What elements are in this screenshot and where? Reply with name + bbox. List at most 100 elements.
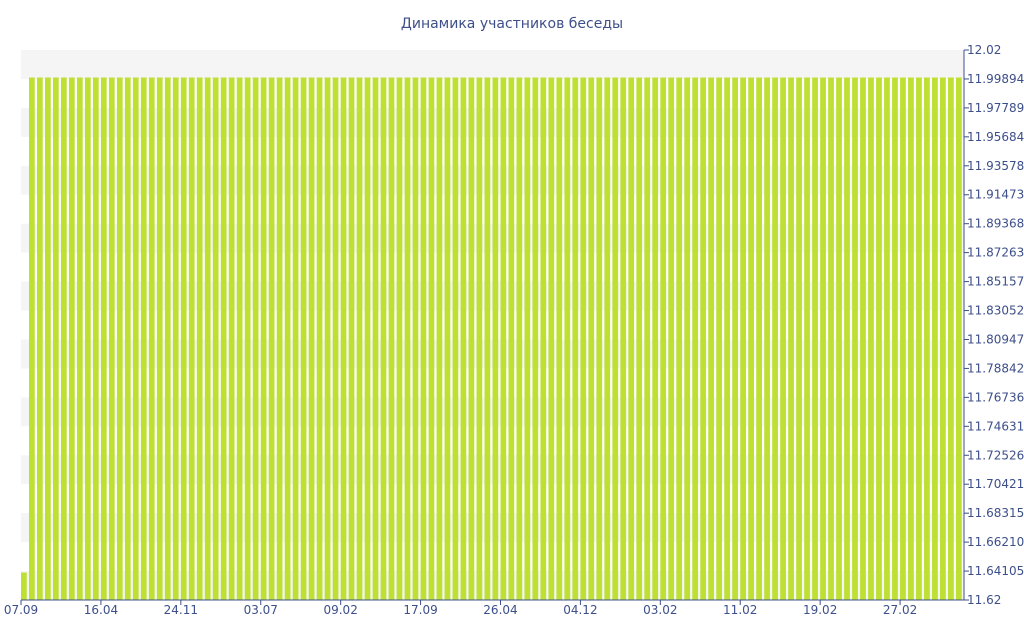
bar: [300, 77, 307, 600]
bar: [564, 77, 571, 600]
bar: [932, 77, 938, 600]
bar: [180, 77, 187, 600]
bar: [844, 77, 850, 600]
bar: [68, 77, 75, 600]
bar: [348, 77, 355, 600]
bar: [892, 77, 898, 600]
bar: [332, 77, 339, 600]
bar: [132, 77, 139, 600]
bar: [236, 77, 243, 600]
x-tick-label: 03.02: [643, 603, 677, 617]
bar: [292, 77, 299, 600]
x-tick-label: 24.11: [164, 603, 198, 617]
bar: [956, 77, 962, 600]
bar: [548, 77, 555, 600]
bar: [596, 77, 603, 600]
bar: [44, 77, 51, 600]
bar: [140, 77, 147, 600]
bar: [228, 77, 235, 600]
x-tick-label: 19.02: [803, 603, 837, 617]
bar: [452, 77, 459, 600]
y-tick-label: 11.91473: [967, 188, 1024, 202]
bar: [532, 77, 539, 600]
bar: [900, 77, 906, 600]
x-tick-label: 11.02: [723, 603, 757, 617]
bar: [940, 77, 946, 600]
y-tick-label: 11.68315: [967, 506, 1024, 520]
bar: [788, 77, 794, 600]
bar: [164, 77, 171, 600]
bar: [428, 77, 435, 600]
bar: [148, 77, 155, 600]
bar: [924, 77, 930, 600]
axes-group: [21, 50, 965, 601]
x-tick-label: 04.12: [563, 603, 597, 617]
bars-group: [21, 77, 962, 600]
bar: [756, 77, 762, 600]
grid-band: [21, 50, 964, 79]
bar: [276, 77, 283, 600]
bar: [812, 77, 818, 600]
bar: [76, 77, 83, 600]
bar: [724, 77, 731, 600]
bar: [444, 77, 451, 600]
bar: [636, 77, 643, 600]
bar: [796, 77, 802, 600]
bar: [212, 77, 219, 600]
bar: [716, 77, 723, 600]
bar: [156, 77, 163, 600]
bar: [28, 77, 35, 600]
bar: [644, 77, 651, 600]
bar: [820, 77, 826, 600]
x-ticks: 07.09 16.04 24.11 03.07 09.02 17.09 26.04 04.12…: [4, 600, 917, 617]
bar: [284, 77, 291, 600]
bar: [764, 77, 770, 600]
bar: [124, 77, 131, 600]
bar: [108, 77, 115, 600]
bar: [740, 77, 746, 600]
bar: [628, 77, 635, 600]
bar: [508, 77, 515, 600]
bar: [516, 77, 523, 600]
bar: [524, 77, 531, 600]
bar: [60, 77, 67, 600]
y-ticks: 11.62 11.64105 11.66210 11.68315 11.70421 11.…: [964, 43, 1024, 607]
bar: [612, 77, 619, 600]
bar: [604, 77, 611, 600]
chart-title: Динамика участников беседы: [401, 16, 623, 32]
y-tick-label: 11.99894: [967, 72, 1024, 86]
y-tick-label: 11.72526: [967, 448, 1024, 462]
bar: [196, 77, 203, 600]
bar: [260, 77, 267, 600]
bar: [676, 77, 683, 600]
bar: [572, 77, 579, 600]
bar: [372, 77, 379, 600]
bar: [732, 77, 738, 600]
bar: [868, 77, 874, 600]
y-tick-label: 11.83052: [967, 304, 1024, 318]
bar: [668, 77, 675, 600]
bar: [92, 77, 99, 600]
bar: [468, 77, 475, 600]
bar: [204, 77, 211, 600]
bar: [116, 77, 123, 600]
bar: [252, 77, 259, 600]
bar: [316, 77, 323, 600]
x-tick-label: 03.07: [244, 603, 278, 617]
bar: [908, 77, 914, 600]
bar: [484, 77, 491, 600]
bar: [380, 77, 387, 600]
bar: [780, 77, 786, 600]
bar: [268, 77, 275, 600]
bar: [420, 77, 427, 600]
y-tick-label: 11.97789: [967, 101, 1024, 115]
bar: [52, 77, 59, 600]
y-tick-label: 11.87263: [967, 246, 1024, 260]
x-tick-label: 26.04: [483, 603, 517, 617]
bar: [748, 77, 754, 600]
bar: [876, 77, 882, 600]
x-tick-label: 16.04: [84, 603, 118, 617]
bar: [500, 77, 507, 600]
bar: [580, 77, 587, 600]
